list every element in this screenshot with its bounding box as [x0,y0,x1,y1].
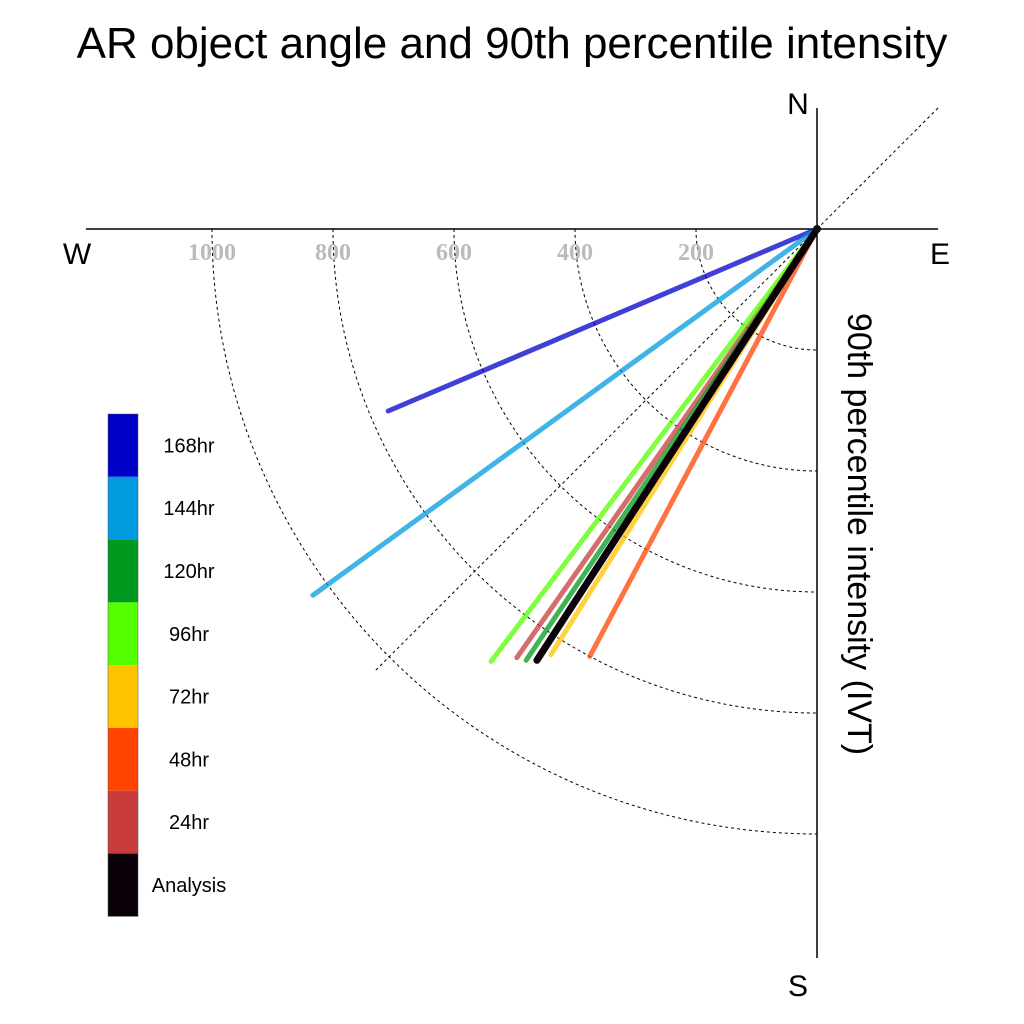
north-label: N [787,88,809,121]
legend-label: 48hr [169,749,209,771]
grid-ring [211,228,818,835]
legend-label: 168hr [163,435,214,457]
legend-swatch [108,602,138,666]
legend-swatch [108,476,138,540]
legend-swatch [108,414,138,477]
legend-label: 120hr [163,561,214,583]
legend-label: 96hr [169,624,209,646]
y-axis-label: 90th percentile intensity (IVT) [840,313,878,755]
legend-label: 24hr [169,812,209,834]
radial-tick-label: 800 [315,240,351,266]
legend-label: 144hr [163,498,214,520]
radial-tick-label: 1000 [188,240,236,266]
legend-label: Analysis [152,875,226,897]
series-vector-96hr [488,226,820,664]
origin-marker [813,225,821,233]
grid-ring [695,228,818,351]
legend-swatch [108,790,138,854]
legend-frame [107,413,139,917]
radial-tick-label: 200 [678,240,714,266]
grid-ring [574,228,818,472]
legend-label: 72hr [169,687,209,709]
series-vector-168hr [385,226,820,414]
radial-grid [211,228,818,835]
radial-tick-label: 400 [557,240,593,266]
radial-tick-labels: 1000 800 600 400 200 [188,240,714,266]
legend-swatch [108,665,138,728]
legend: 168hr 144hr 120hr 96hr 72hr 48hr 24hr Analysis [107,413,226,917]
legend-swatch [108,539,138,603]
legend-swatch [108,853,138,917]
series-vectors [310,225,821,664]
series-vector-analysis [533,225,821,664]
chart-title: AR object angle and 90th percentile inte… [77,19,948,68]
east-label: E [930,238,950,271]
series-vector-144hr [310,226,820,598]
diagonal-reference-line [373,107,939,673]
radial-tick-label: 600 [436,240,472,266]
legend-swatch [108,728,138,791]
west-label: W [63,238,92,271]
series-vector-48hr [587,226,820,659]
south-label: S [788,970,808,1003]
